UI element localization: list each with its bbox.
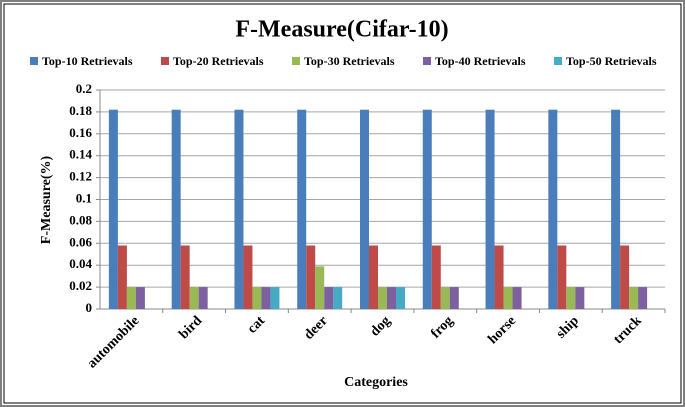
bar [512, 287, 522, 309]
bar [629, 287, 639, 309]
bar [198, 287, 208, 309]
legend-swatch [423, 57, 431, 65]
bar [611, 109, 621, 310]
bar [333, 287, 343, 309]
legend-label: Top-10 Retrievals [42, 54, 133, 68]
y-tick-label: 0.04 [69, 256, 92, 271]
bar [171, 109, 181, 310]
bar [189, 287, 199, 309]
inner-frame [3, 3, 682, 404]
y-tick-label: 0.08 [69, 212, 92, 227]
bar [270, 287, 280, 309]
bar [620, 245, 630, 309]
y-tick-label: 0.2 [76, 81, 92, 96]
bar [503, 287, 513, 309]
bar [324, 287, 334, 309]
bar [108, 109, 118, 310]
legend-swatch [292, 57, 300, 65]
legend-swatch [30, 57, 38, 65]
legend-label: Top-50 Retrievals [566, 54, 657, 68]
bar [548, 109, 558, 310]
bar [261, 287, 271, 309]
y-tick-label: 0.14 [69, 147, 92, 162]
bar [378, 287, 387, 309]
y-tick-label: 0.02 [69, 278, 92, 293]
bar [360, 109, 369, 310]
legend-label: Top-40 Retrievals [435, 54, 526, 68]
bar [431, 245, 441, 309]
x-axis-label: Categories [344, 375, 408, 390]
bar [126, 287, 136, 309]
bar [180, 245, 190, 309]
bar [243, 245, 253, 309]
bar [485, 109, 495, 310]
bar [557, 245, 567, 309]
legend-label: Top-20 Retrievals [173, 54, 264, 68]
y-tick-label: 0.1 [76, 190, 92, 205]
bar [252, 287, 262, 309]
y-axis-label: F-Measure(%) [39, 155, 54, 244]
bar [494, 245, 504, 309]
bar [135, 287, 145, 309]
bar [369, 245, 378, 309]
chart-title: F-Measure(Cifar-10) [235, 17, 448, 43]
bar [234, 109, 244, 310]
y-tick-label: 0.18 [69, 103, 92, 118]
legend-swatch [554, 57, 562, 65]
y-tick-label: 0.06 [69, 234, 92, 249]
y-tick-label: 0.12 [69, 169, 92, 184]
bar [306, 245, 316, 309]
legend-label: Top-30 Retrievals [304, 54, 395, 68]
bar [566, 287, 576, 309]
bar [575, 287, 585, 309]
bar [449, 287, 459, 309]
bar [422, 109, 432, 310]
bar [315, 266, 325, 309]
bar [387, 287, 396, 309]
bar [638, 287, 648, 309]
bar [117, 245, 127, 309]
y-tick-label: 0.16 [69, 125, 92, 140]
bar [297, 109, 307, 310]
bar [440, 287, 450, 309]
legend-swatch [161, 57, 169, 65]
y-tick-label: 0 [86, 300, 93, 315]
bar [396, 287, 405, 309]
